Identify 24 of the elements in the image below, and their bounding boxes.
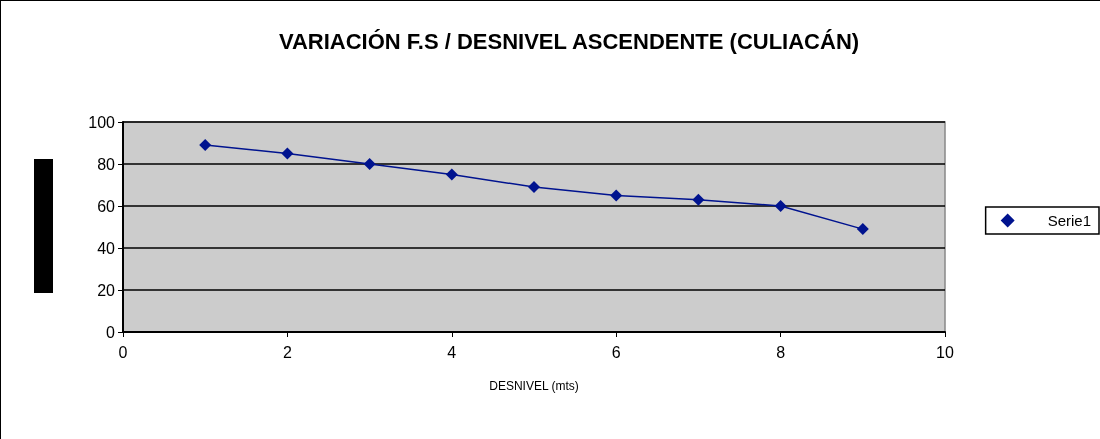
point bbox=[199, 139, 212, 152]
x-tick-label: 2 bbox=[282, 343, 292, 361]
x-tick-label: 4 bbox=[447, 343, 457, 361]
point bbox=[856, 223, 869, 236]
legend-label: Serie1 bbox=[1047, 212, 1091, 229]
point bbox=[445, 168, 458, 181]
y-tick-label: 100 bbox=[88, 113, 116, 131]
x-tick-label: 8 bbox=[776, 343, 786, 361]
point bbox=[363, 158, 376, 170]
point bbox=[528, 181, 540, 194]
point bbox=[774, 200, 787, 212]
chart-title: VARIACIÓN F.S / DESNIVEL ASCENDENTE (CULIACÁN) bbox=[278, 28, 860, 54]
point bbox=[281, 147, 294, 160]
y-tick-label: 40 bbox=[97, 239, 116, 257]
y-tick-label: 60 bbox=[97, 197, 116, 215]
point bbox=[692, 193, 705, 206]
x-tick-label: 0 bbox=[118, 343, 128, 361]
y-tick-label: 80 bbox=[97, 155, 116, 173]
y-tick-label: 0 bbox=[106, 323, 116, 341]
point bbox=[610, 189, 623, 202]
x-tick-label: 10 bbox=[936, 343, 954, 361]
x-axis-title: DESNIVEL (mts) bbox=[489, 379, 579, 393]
y-tick-label: 20 bbox=[97, 281, 116, 299]
x-tick-label: 6 bbox=[611, 343, 621, 361]
